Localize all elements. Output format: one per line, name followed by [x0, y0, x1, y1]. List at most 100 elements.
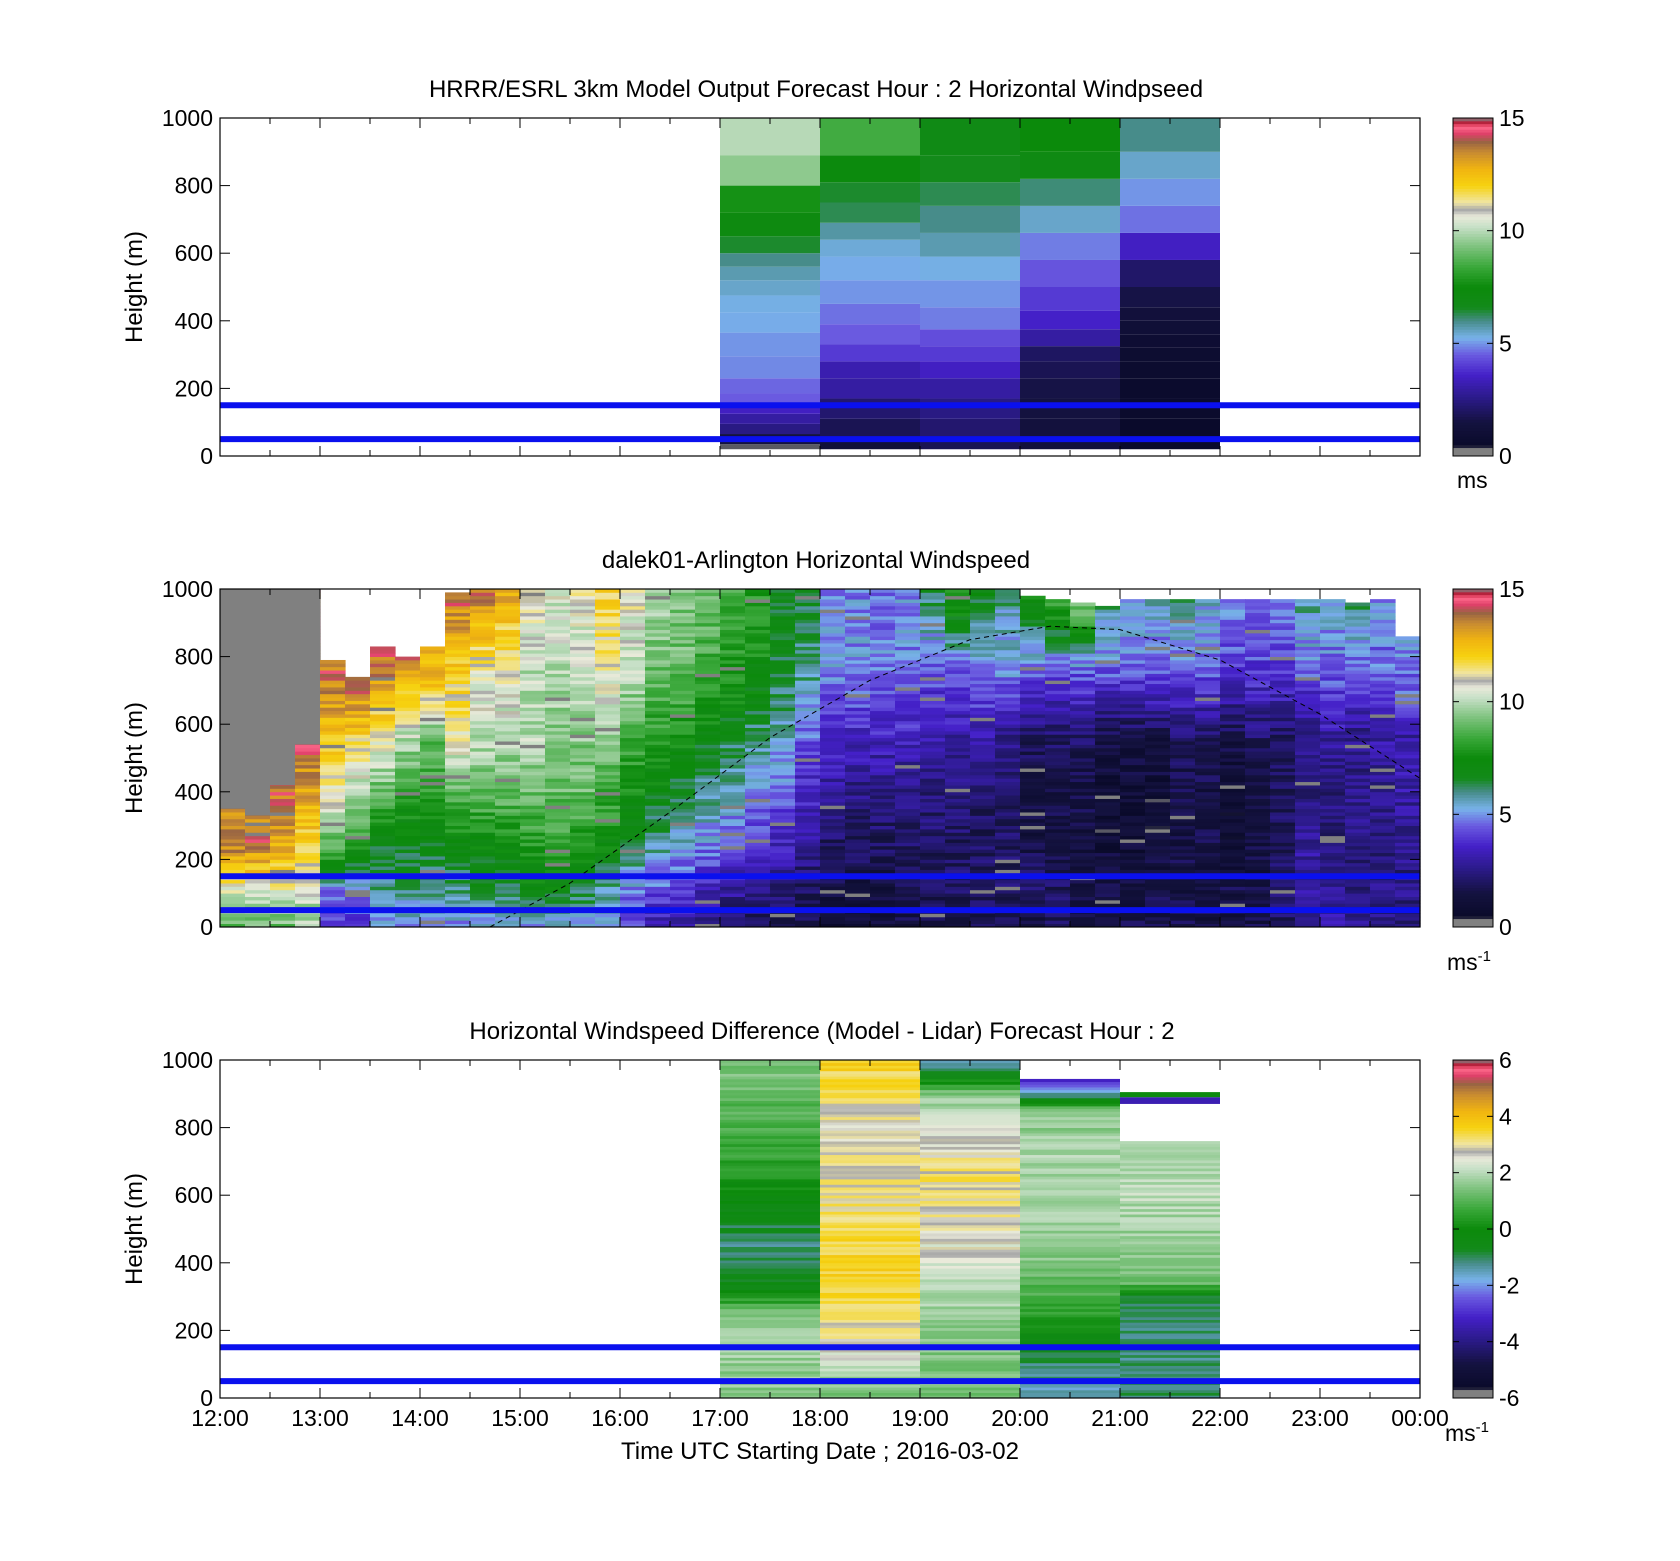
heatmap-cell: [1095, 916, 1121, 921]
heatmap-cell: [1070, 734, 1096, 739]
heatmap-cell: [695, 595, 721, 600]
heatmap-cell: [545, 720, 571, 725]
heatmap-cell: [1045, 805, 1071, 810]
heatmap-cell: [395, 720, 421, 725]
heatmap-cell: [1120, 842, 1146, 847]
heatmap-cell: [1370, 599, 1396, 603]
heatmap-cell: [320, 913, 346, 918]
heatmap-cell: [570, 869, 596, 874]
heatmap-cell: [495, 886, 521, 891]
heatmap-cell: [945, 818, 971, 823]
heatmap-cell: [920, 913, 946, 918]
heatmap-cell: [520, 670, 546, 674]
heatmap-cell: [1120, 798, 1146, 803]
panel-lidar-heatmap: [220, 589, 1421, 928]
heatmap-cell: [470, 801, 496, 806]
heatmap-cell: [870, 616, 896, 620]
heatmap-cell: [320, 791, 346, 796]
heatmap-cell: [770, 825, 796, 830]
heatmap-cell: [670, 791, 696, 796]
colorbar-segment: [1453, 422, 1493, 426]
heatmap-cell: [520, 869, 546, 874]
heatmap-cell: [1120, 710, 1146, 715]
heatmap-cell: [545, 795, 571, 799]
heatmap-cell: [570, 805, 596, 810]
heatmap-cell: [420, 653, 446, 657]
heatmap-cell: [1345, 653, 1371, 657]
heatmap-cell: [595, 639, 621, 644]
heatmap-cell: [545, 893, 571, 897]
heatmap-cell: [1095, 626, 1121, 630]
heatmap-cell: [570, 815, 596, 820]
heatmap-cell: [920, 589, 946, 593]
heatmap-cell: [1045, 866, 1071, 870]
heatmap-cell: [1120, 418, 1220, 440]
heatmap-cell: [1045, 730, 1071, 735]
colorbar-segment: [1453, 377, 1493, 381]
heatmap-cell: [1195, 680, 1221, 685]
heatmap-cell: [870, 785, 896, 789]
y-tick-label: 600: [175, 711, 213, 737]
heatmap-cell: [495, 856, 521, 860]
heatmap-cell: [870, 619, 896, 624]
heatmap-cell: [1220, 734, 1246, 739]
heatmap-cell: [970, 913, 996, 918]
heatmap-cell: [1070, 856, 1096, 860]
heatmap-cell: [1220, 845, 1246, 850]
heatmap-cell: [1370, 879, 1396, 884]
colorbar-segment: [1453, 447, 1493, 451]
heatmap-cell: [1170, 856, 1196, 860]
heatmap-cell: [920, 592, 946, 597]
heatmap-cell: [1145, 714, 1171, 718]
heatmap-cell: [1170, 778, 1196, 783]
heatmap-cell: [445, 832, 471, 837]
heatmap-cell: [1170, 754, 1196, 759]
heatmap-cell: [770, 768, 796, 772]
heatmap-cell: [595, 659, 621, 664]
heatmap-cell: [1295, 842, 1321, 847]
heatmap-cell: [645, 659, 671, 664]
heatmap-cell: [595, 778, 621, 783]
heatmap-cell: [545, 676, 571, 681]
heatmap-cell: [570, 720, 596, 725]
heatmap-cell: [1395, 710, 1421, 715]
heatmap-cell: [670, 632, 696, 637]
heatmap-cell: [995, 896, 1021, 901]
heatmap-cell: [545, 747, 571, 752]
heatmap-cell: [695, 609, 721, 614]
heatmap-cell: [1095, 832, 1121, 837]
heatmap-cell: [1295, 612, 1321, 617]
heatmap-cell: [595, 785, 621, 789]
heatmap-cell: [995, 622, 1021, 627]
heatmap-cell: [295, 839, 321, 843]
heatmap-cell: [1195, 791, 1221, 796]
heatmap-cell: [1095, 724, 1121, 728]
heatmap-cell: [770, 646, 796, 651]
heatmap-cell: [1320, 656, 1346, 661]
heatmap-cell: [770, 771, 796, 776]
heatmap-cell: [1145, 896, 1171, 901]
heatmap-cell: [445, 768, 471, 772]
heatmap-cell: [1095, 751, 1121, 756]
heatmap-cell: [670, 812, 696, 816]
heatmap-cell: [1395, 714, 1421, 718]
heatmap-cell: [1195, 646, 1221, 651]
colorbar-segment: [1453, 171, 1493, 175]
heatmap-cell: [1245, 622, 1271, 627]
heatmap-cell: [1220, 791, 1246, 796]
heatmap-cell: [1120, 616, 1146, 620]
heatmap-cell: [620, 663, 646, 668]
heatmap-cell: [745, 856, 771, 860]
heatmap-cell: [1070, 862, 1096, 867]
heatmap-cell: [745, 923, 771, 928]
heatmap-cell: [470, 805, 496, 810]
heatmap-cell: [870, 781, 896, 786]
heatmap-cell: [945, 734, 971, 739]
heatmap-cell: [745, 899, 771, 904]
heatmap-cell: [1370, 693, 1396, 698]
heatmap-cell: [1145, 727, 1171, 732]
heatmap-cell: [1020, 439, 1120, 450]
heatmap-cell: [995, 730, 1021, 735]
heatmap-cell: [545, 700, 571, 705]
heatmap-cell: [445, 626, 471, 630]
